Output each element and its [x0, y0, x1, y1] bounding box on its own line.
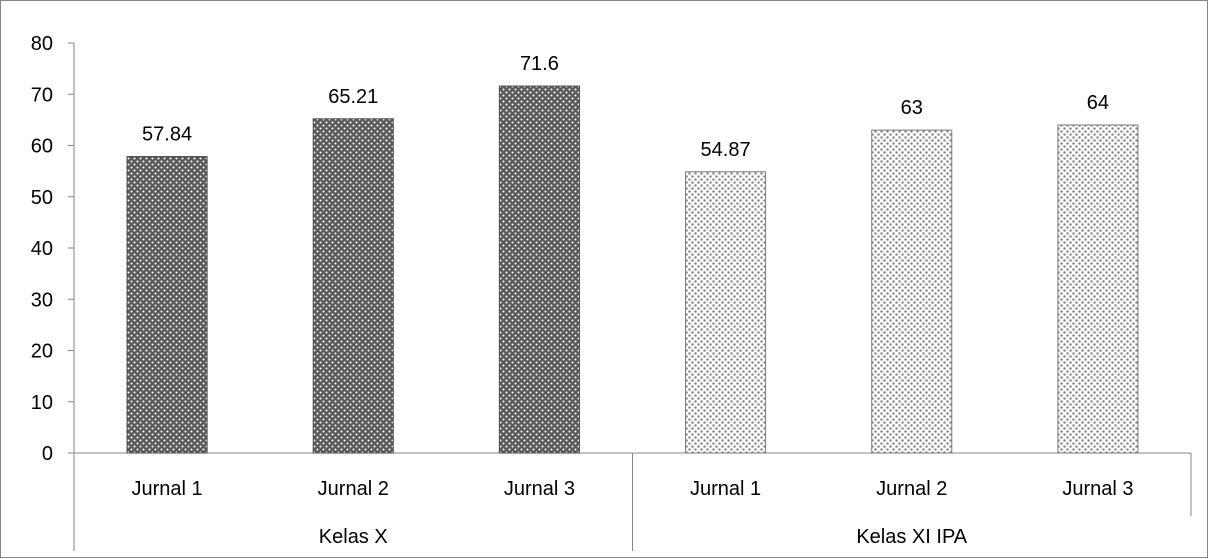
y-tick-label: 70	[31, 84, 53, 106]
y-tick-label: 20	[31, 341, 53, 363]
bar-kelas-x-jurnal-3	[498, 85, 580, 454]
bars	[126, 85, 1139, 454]
y-tick-label: 40	[31, 238, 53, 260]
data-label: 63	[901, 97, 923, 119]
labels: 57.84 Jurnal 1 65.21 Jurnal 2 71.6 Jurnal 3 Ke…	[132, 53, 1134, 548]
x-group-label: Kelas X	[319, 526, 388, 548]
bar-kelas-xi-ipa-jurnal-3	[1057, 124, 1139, 454]
axes: 0 10 20 30 40 50 60 70 80	[31, 33, 1192, 551]
bar-kelas-xi-ipa-jurnal-1	[685, 171, 767, 454]
data-label: 57.84	[142, 124, 192, 146]
y-tick-label: 60	[31, 136, 53, 158]
y-tick-label: 30	[31, 289, 53, 311]
bar-kelas-x-jurnal-2	[312, 118, 394, 454]
bar-kelas-xi-ipa-jurnal-2	[871, 129, 953, 454]
x-category-label: Jurnal 3	[1062, 478, 1133, 500]
x-group-label: Kelas XI IPA	[856, 526, 967, 548]
x-category-label: Jurnal 2	[876, 478, 947, 500]
x-category-label: Jurnal 1	[132, 478, 203, 500]
y-tick-label: 50	[31, 187, 53, 209]
y-tick-label: 80	[31, 33, 53, 55]
x-category-label: Jurnal 1	[690, 478, 761, 500]
bar-kelas-x-jurnal-1	[126, 156, 208, 454]
y-tick-label: 0	[42, 443, 53, 465]
x-category-label: Jurnal 2	[318, 478, 389, 500]
data-label: 64	[1087, 92, 1109, 114]
y-tick-label: 10	[31, 392, 53, 414]
data-label: 54.87	[701, 139, 751, 161]
x-category-label: Jurnal 3	[504, 478, 575, 500]
data-label: 71.6	[520, 53, 559, 75]
data-label: 65.21	[328, 86, 378, 108]
